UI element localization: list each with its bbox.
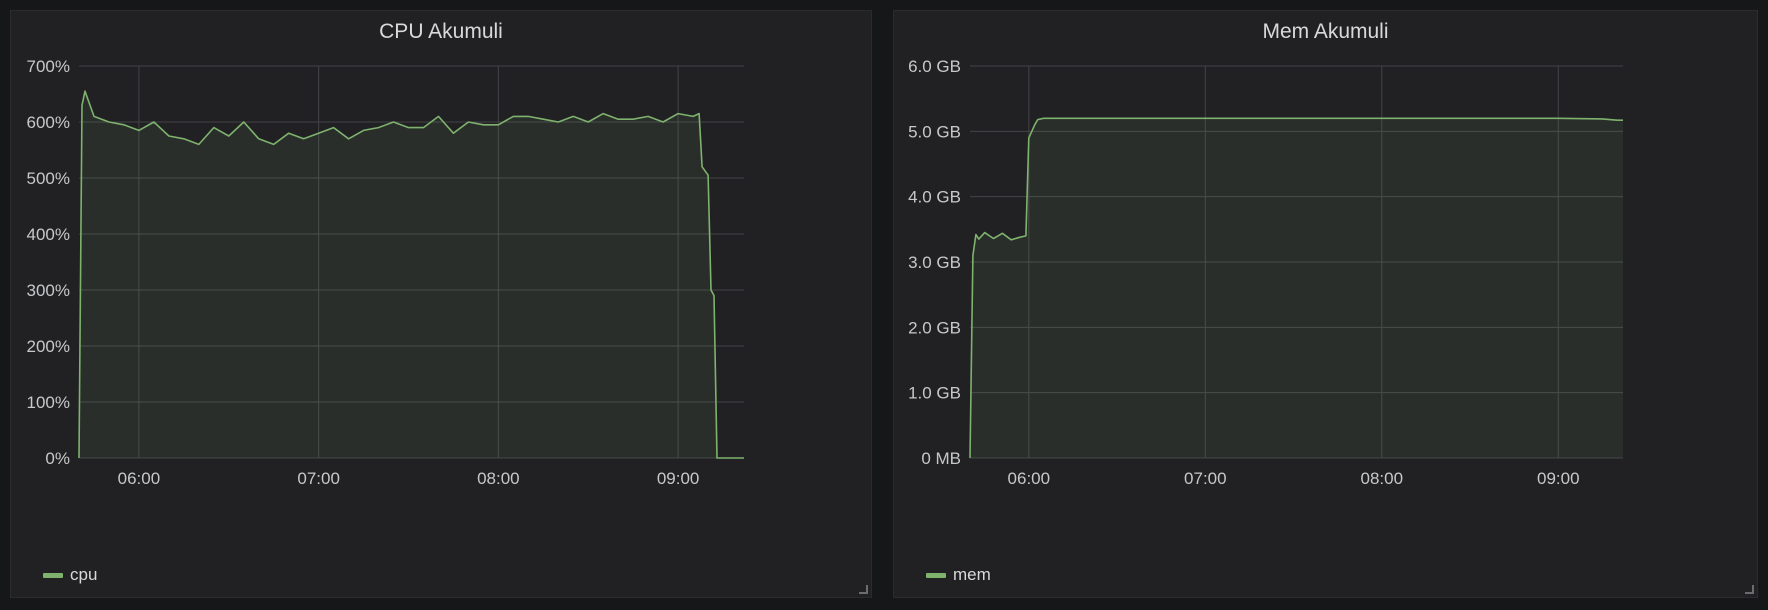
y-tick-label: 0% (45, 449, 70, 468)
series-area-cpu (79, 91, 744, 458)
x-tick-label: 07:00 (1184, 469, 1227, 488)
y-tick-label: 3.0 GB (908, 253, 961, 272)
cpu-chart: 0% 100% 200% 300% 400% 500% 600% 700% 06:00 07:00… (27, 57, 744, 488)
y-tick-label: 700% (27, 57, 70, 76)
legend[interactable]: mem (926, 565, 991, 585)
y-tick-label: 1.0 GB (908, 384, 961, 403)
y-tick-label: 400% (27, 225, 70, 244)
legend-swatch (926, 572, 946, 578)
y-tick-label: 4.0 GB (908, 188, 961, 207)
legend[interactable]: cpu (43, 565, 97, 585)
y-tick-label: 100% (27, 393, 70, 412)
panel-title: CPU Akumuli (379, 20, 503, 43)
legend-label: cpu (70, 565, 98, 584)
cpu-panel: CPU Akumuli 0% 100% 200% 300% 400% 500% 600% 70… (10, 10, 872, 598)
y-tick-label: 500% (27, 169, 70, 188)
y-tick-label: 5.0 GB (908, 122, 961, 141)
x-tick-label: 07:00 (297, 469, 340, 488)
panel-title: Mem Akumuli (1262, 20, 1389, 43)
y-tick-label: 0 MB (921, 449, 961, 468)
resize-handle-icon[interactable] (859, 585, 868, 594)
y-tick-label: 6.0 GB (908, 57, 961, 76)
x-tick-label: 06:00 (1008, 469, 1051, 488)
mem-panel: Mem Akumuli 0 MB 1.0 GB 2.0 GB 3.0 GB 4.0 GB… (893, 10, 1758, 598)
series-area-mem (970, 118, 1623, 459)
legend-label: mem (953, 565, 991, 584)
y-tick-label: 2.0 GB (908, 318, 961, 337)
mem-chart: 0 MB 1.0 GB 2.0 GB 3.0 GB 4.0 GB 5.0 GB 6.0 GB… (908, 57, 1623, 488)
x-tick-label: 06:00 (118, 469, 161, 488)
x-tick-label: 09:00 (657, 469, 700, 488)
x-tick-label: 08:00 (1361, 469, 1404, 488)
y-tick-label: 200% (27, 337, 70, 356)
x-tick-label: 08:00 (477, 469, 520, 488)
series-line-cpu[interactable] (78, 90, 744, 459)
y-tick-label: 600% (27, 113, 70, 132)
legend-swatch (43, 572, 63, 578)
series-line-mem[interactable] (969, 117, 1623, 459)
y-tick-label: 300% (27, 281, 70, 300)
resize-handle-icon[interactable] (1745, 585, 1754, 594)
x-tick-label: 09:00 (1537, 469, 1580, 488)
